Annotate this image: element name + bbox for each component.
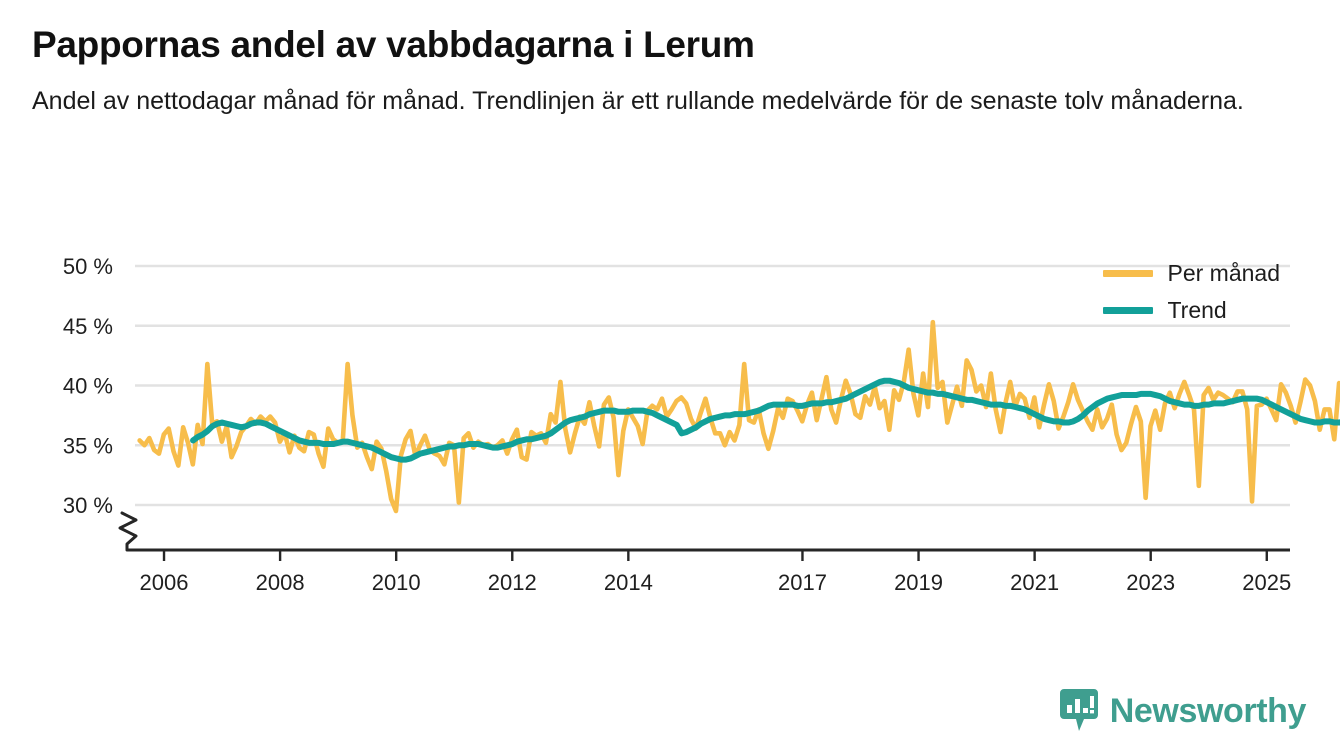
chart-header: Pappornas andel av vabbdagarna i Lerum A… <box>32 24 1292 118</box>
y-tick-label: 30 % <box>63 493 113 518</box>
y-axis-break-icon <box>118 511 138 552</box>
series-line-per-manad <box>137 319 1340 514</box>
chart-plot-area: 30 % 35 % 40 % 45 % 50 % 2006 2008 2010 2012 201… <box>0 232 1340 632</box>
x-tick-label: 2014 <box>604 570 653 595</box>
x-tick-label: 2023 <box>1126 570 1175 595</box>
legend-label-trend: Trend <box>1167 297 1227 323</box>
x-axis-tick-labels: 2006 2008 2010 2012 2014 2017 2019 2021 2023 2025 <box>140 570 1292 595</box>
y-tick-label: 50 % <box>63 254 113 279</box>
line-chart-svg: 30 % 35 % 40 % 45 % 50 % 2006 2008 2010 2012 201… <box>63 254 1340 595</box>
x-tick-label: 2019 <box>894 570 943 595</box>
legend-swatch-per-manad <box>1103 270 1154 277</box>
chart-subtitle: Andel av nettodagar månad för månad. Tre… <box>32 86 1244 115</box>
series-line-trend <box>190 377 1340 463</box>
y-tick-label: 45 % <box>63 314 113 339</box>
x-tick-label: 2010 <box>372 570 421 595</box>
y-tick-label: 35 % <box>63 433 113 458</box>
bar-chart-speech-bubble-icon <box>1059 689 1098 731</box>
y-axis-tick-labels: 30 % 35 % 40 % 45 % 50 % <box>63 254 113 518</box>
legend-item-per-manad: Per månad <box>1103 262 1280 285</box>
x-tick-label: 2017 <box>778 570 827 595</box>
x-tick-label: 2012 <box>488 570 537 595</box>
chart-legend: Per månad Trend <box>1103 262 1280 322</box>
legend-swatch-trend <box>1103 307 1154 314</box>
brand-footer: Newsworthy <box>1059 689 1307 733</box>
x-tick-label: 2021 <box>1010 570 1059 595</box>
x-tick-label: 2006 <box>140 570 189 595</box>
x-tick-label: 2008 <box>256 570 305 595</box>
page-title: Pappornas andel av vabbdagarna i Lerum <box>32 24 755 65</box>
legend-label-per-manad: Per månad <box>1167 260 1280 286</box>
brand-name: Newsworthy <box>1109 692 1307 730</box>
y-tick-label: 40 % <box>63 374 113 399</box>
x-tick-label: 2025 <box>1242 570 1291 595</box>
x-axis <box>127 548 1290 561</box>
legend-item-trend: Trend <box>1103 299 1280 322</box>
